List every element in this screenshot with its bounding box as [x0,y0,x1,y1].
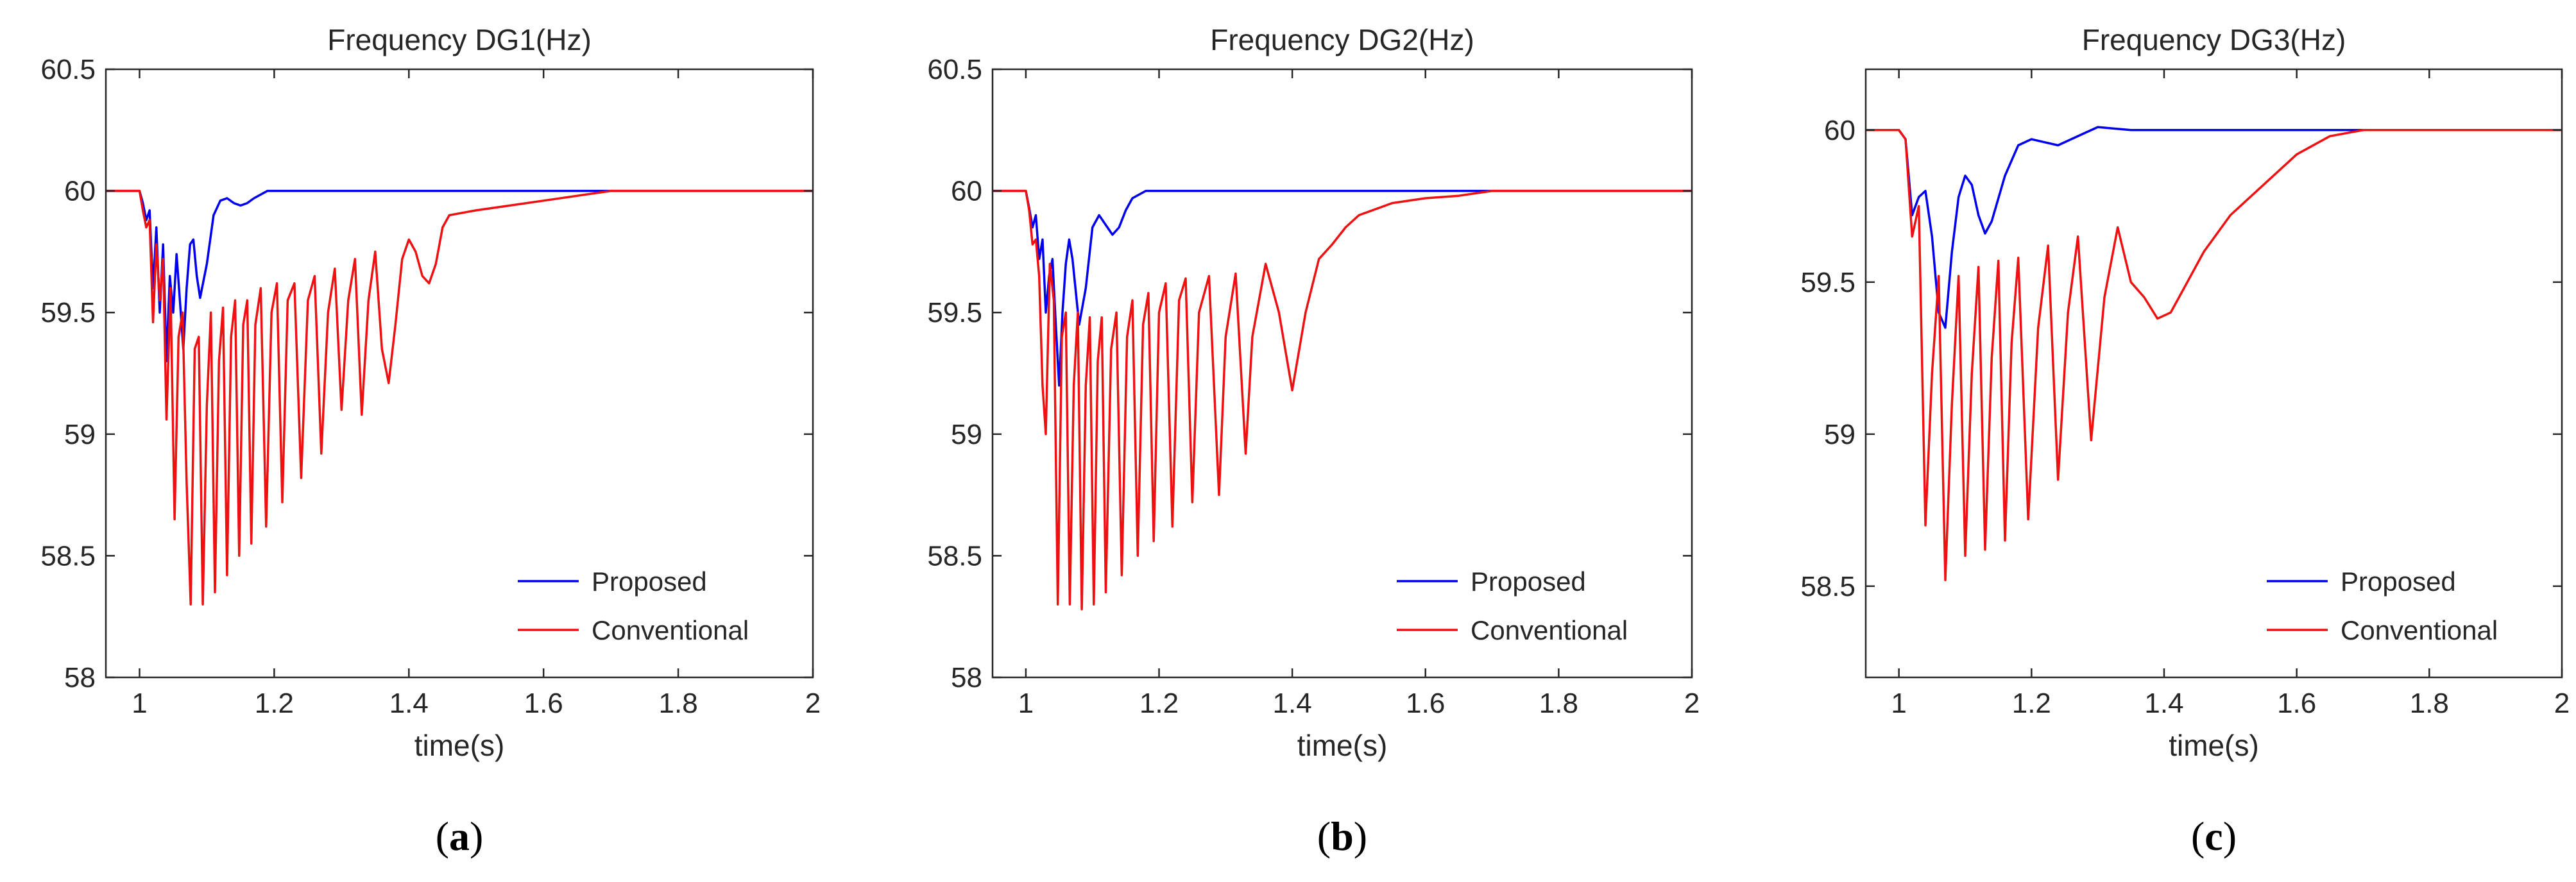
y-tick-label: 58 [951,662,982,693]
x-axis-label: time(s) [2169,729,2259,762]
y-tick-label: 60.5 [40,54,96,85]
axes-frame [991,68,1693,679]
series-line-proposed [106,189,813,362]
y-tick-label: 60.5 [927,54,982,85]
chart-title: Frequency DG3(Hz) [2082,23,2346,56]
y-tick-label: 59 [1824,419,1855,450]
x-tick-label: 2 [1684,688,1700,719]
y-tick-label: 58.5 [927,540,982,572]
legend-label-conventional: Conventional [2341,615,2498,645]
y-tick-label: 59 [64,419,96,450]
y-tick-label: 60 [1824,115,1855,146]
x-tick-label: 1.8 [1539,688,1578,719]
y-tick-label: 59 [951,419,982,450]
panel-caption: (a) [436,813,484,859]
legend-label-proposed: Proposed [592,566,707,597]
x-tick-label: 1.6 [524,688,563,719]
x-tick-label: 1.4 [389,688,429,719]
x-tick-label: 1.6 [1406,688,1445,719]
x-tick-label: 1.4 [2144,688,2183,719]
axes-frame [105,68,814,679]
y-tick-label: 59.5 [927,297,982,328]
x-tick-label: 1.8 [659,688,698,719]
legend-label-conventional: Conventional [1471,615,1628,645]
series-line-conventional [1866,129,2562,582]
x-tick-label: 1.2 [255,688,294,719]
y-tick-label: 60 [64,176,96,207]
x-tick-label: 1 [1891,688,1906,719]
x-tick-label: 1.2 [2012,688,2051,719]
chart-title: Frequency DG2(Hz) [1210,23,1474,56]
x-axis-label: time(s) [1297,729,1388,762]
panel-c: 1 1.2 1.4 1.6 1.8 2 58.5 59 59.5 60 Frequency DG3(… [1800,23,2570,859]
y-tick-label: 58 [64,662,96,693]
series-line-proposed [993,189,1692,387]
y-tick-label: 58.5 [40,540,96,572]
panel-b: 1 1.2 1.4 1.6 1.8 2 58 58.5 59 59.5 60 60.5 Frequenc… [927,23,1700,859]
legend-label-proposed: Proposed [2341,566,2456,597]
x-axis-label: time(s) [414,729,505,762]
x-tick-label: 1.2 [1139,688,1179,719]
y-tick-label: 60 [951,176,982,207]
panel-caption: (c) [2191,813,2237,859]
panel-a: 1 1.2 1.4 1.6 1.8 2 58 58.5 59 59.5 60 60.5 Frequenc… [40,23,821,859]
x-tick-label: 1 [132,688,147,719]
y-tick-label: 59.5 [1800,267,1855,298]
series-line-conventional [993,189,1692,611]
chart-title: Frequency DG1(Hz) [327,23,592,56]
y-tick-label: 58.5 [1800,571,1855,602]
x-tick-label: 2 [805,688,821,719]
axes-frame [1864,68,2563,679]
legend-label-proposed: Proposed [1471,566,1586,597]
y-tick-label: 59.5 [40,297,96,328]
series-line-proposed [1866,126,2562,329]
legend-label-conventional: Conventional [592,615,749,645]
x-tick-label: 1.6 [2277,688,2316,719]
series-line-conventional [106,189,813,606]
panel-caption: (b) [1317,813,1367,859]
x-tick-label: 1.8 [2410,688,2449,719]
x-tick-label: 1.4 [1273,688,1312,719]
x-tick-label: 2 [2554,688,2570,719]
x-tick-label: 1 [1018,688,1034,719]
